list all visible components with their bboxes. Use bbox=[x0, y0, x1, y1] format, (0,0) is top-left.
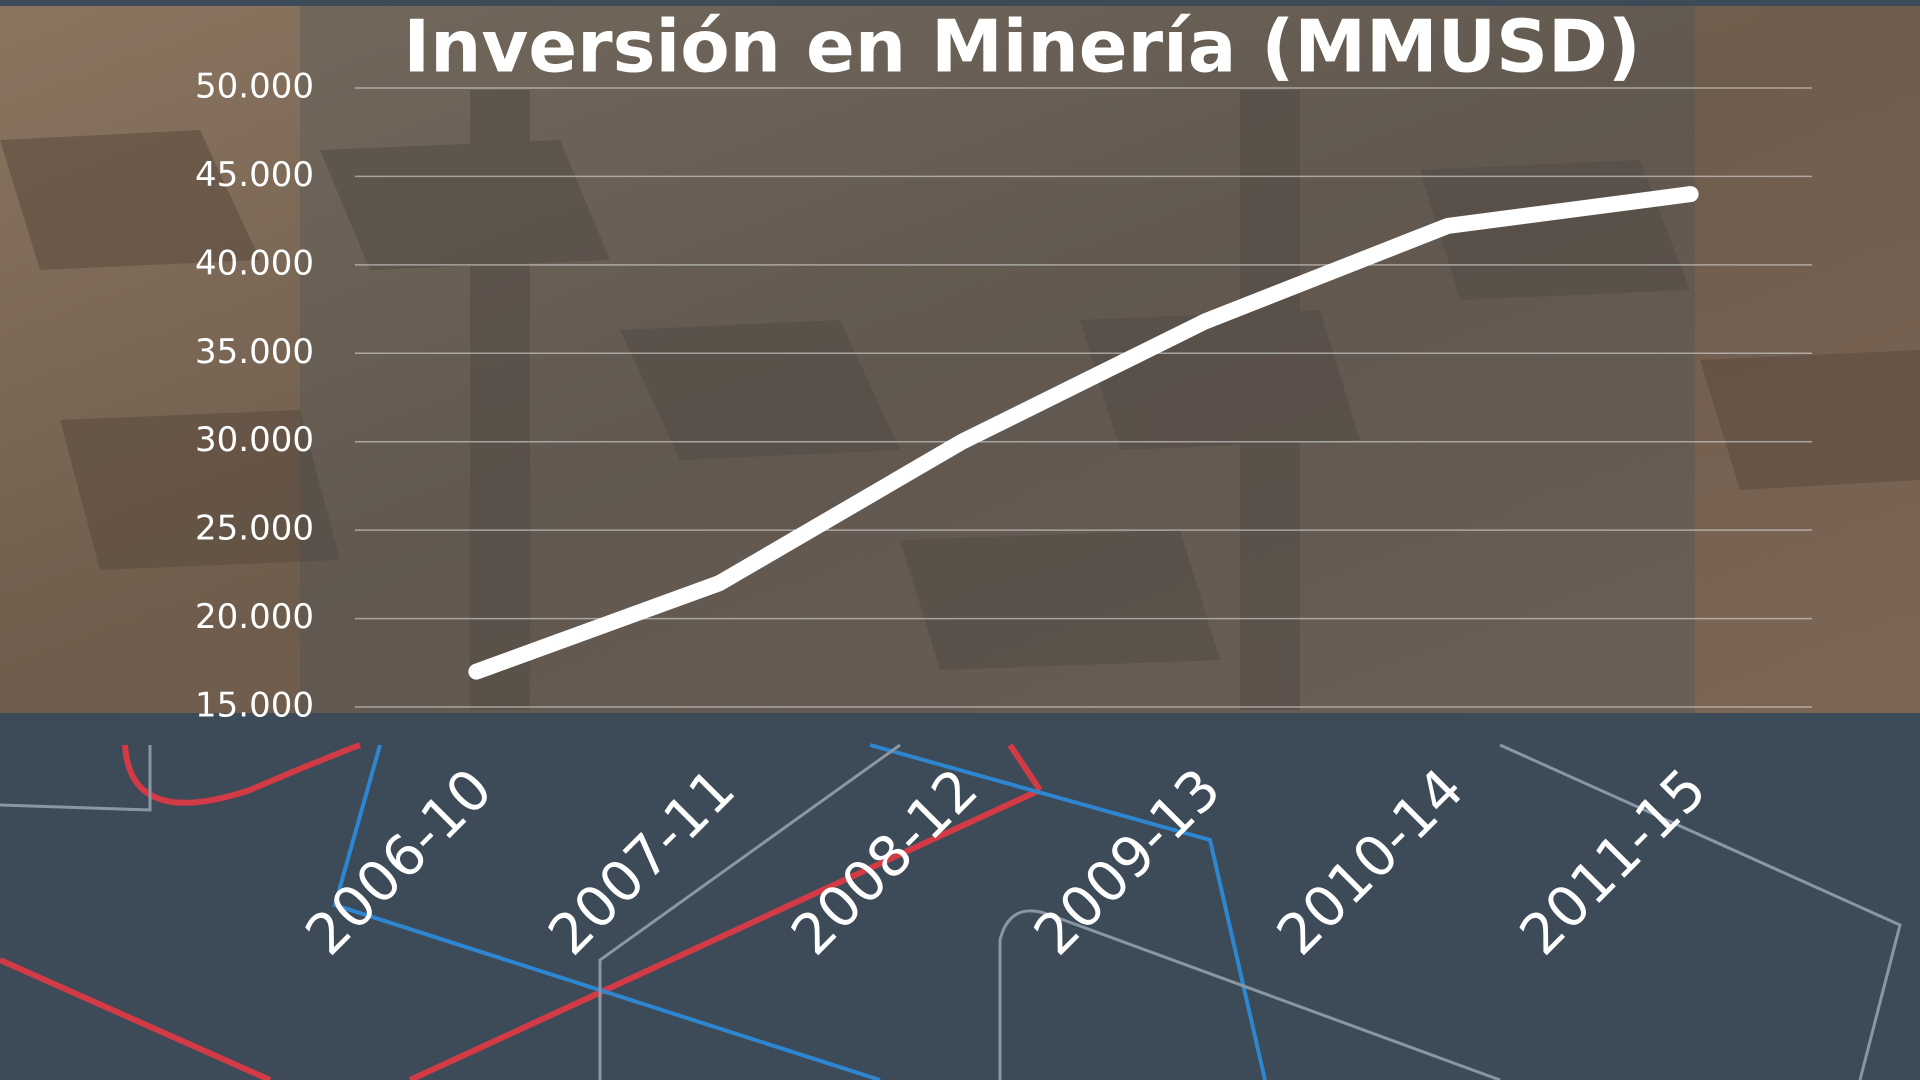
y-tick-label: 45.000 bbox=[195, 155, 314, 195]
y-tick-label: 20.000 bbox=[195, 597, 314, 637]
y-tick-label: 50.000 bbox=[195, 67, 314, 107]
plot-shade bbox=[300, 0, 1695, 713]
y-tick-label: 30.000 bbox=[195, 420, 314, 460]
chart: Inversión en Minería (MMUSD) 15.000 20.00… bbox=[0, 0, 1920, 1080]
y-tick-label: 15.000 bbox=[195, 686, 314, 726]
y-tick-label: 35.000 bbox=[195, 332, 314, 372]
x-tick-label: 2011-15 bbox=[1508, 757, 1719, 968]
x-tick-label: 2006-10 bbox=[294, 757, 505, 968]
x-tick-label: 2010-14 bbox=[1265, 757, 1476, 968]
y-tick-label: 40.000 bbox=[195, 243, 314, 283]
page: Inversión en Minería (MMUSD) 15.000 20.00… bbox=[0, 0, 1920, 1080]
x-tick-label: 2009-13 bbox=[1022, 757, 1233, 968]
x-tick-label: 2008-12 bbox=[779, 757, 990, 968]
chart-title: Inversión en Minería (MMUSD) bbox=[403, 5, 1640, 89]
y-tick-label: 25.000 bbox=[195, 509, 314, 549]
